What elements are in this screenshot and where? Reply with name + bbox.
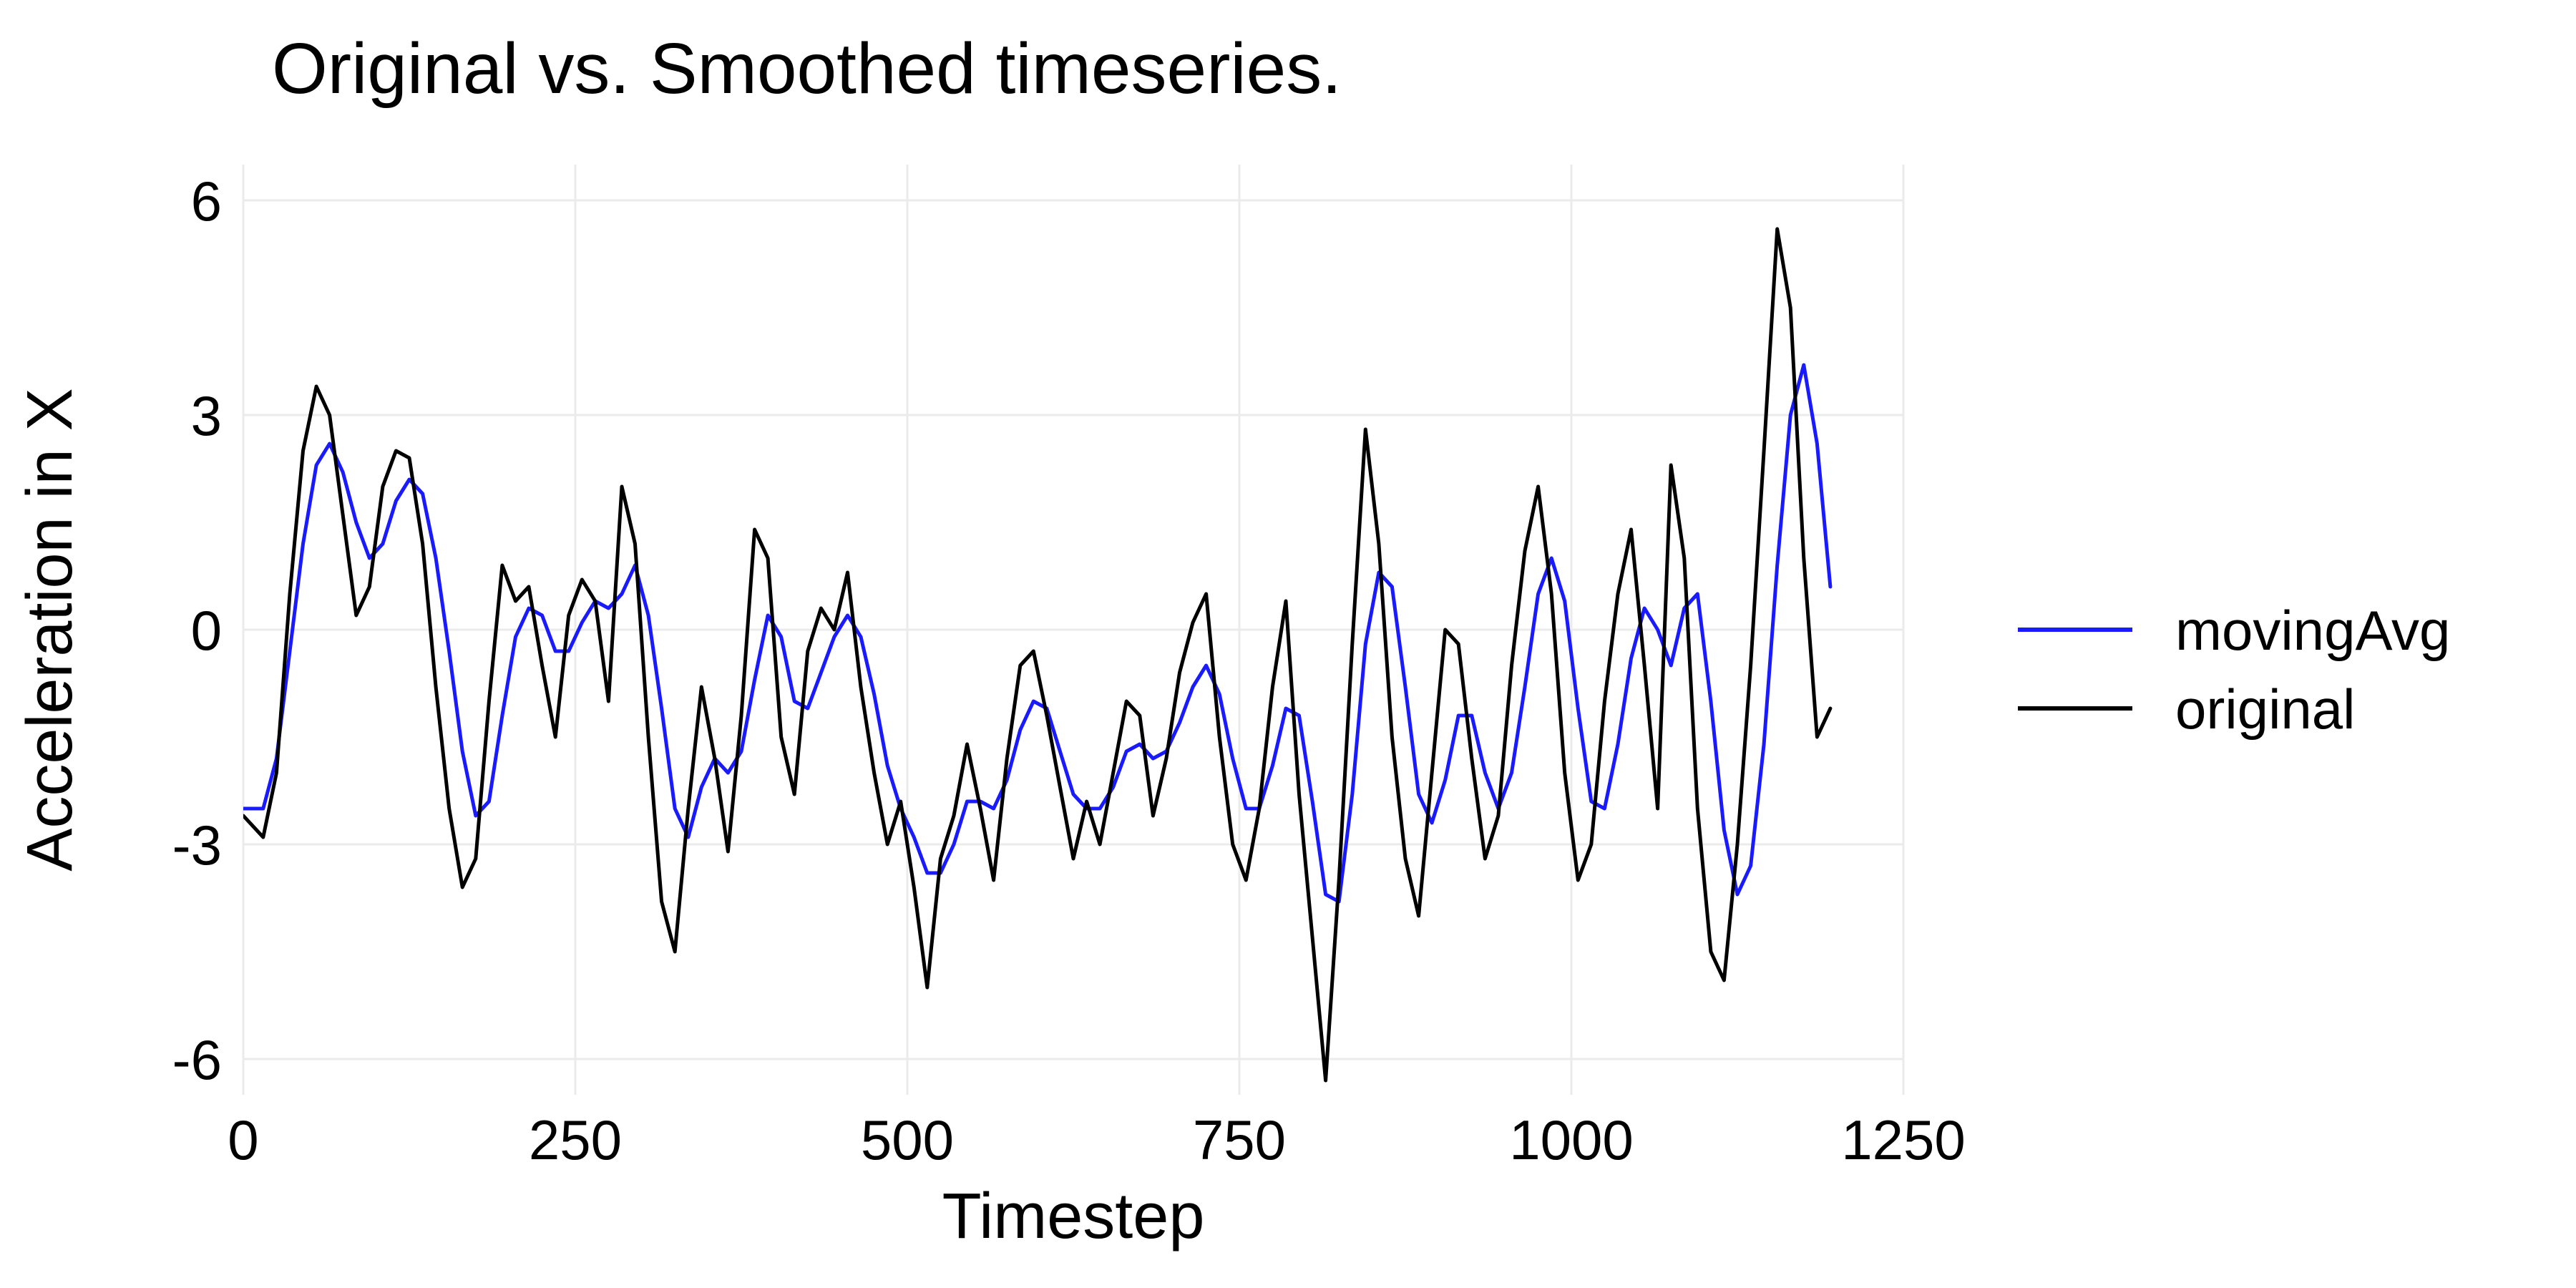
y-tick-label: 3 [191,384,222,447]
y-tick-label: 6 [191,170,222,233]
chart-title: Original vs. Smoothed timeseries. [272,29,1342,109]
x-tick-label: 250 [529,1108,622,1171]
x-tick-label: 750 [1193,1108,1286,1171]
y-tick-label: -3 [172,814,222,877]
timeseries-chart: 0 250 500 750 1000 1250 -6 -3 0 3 6 Timestep Acceler… [0,0,2576,1288]
legend-label-original: original [2175,678,2355,741]
x-axis-label: Timestep [942,1181,1205,1252]
x-tick-label: 1000 [1509,1108,1634,1171]
x-tick-label: 500 [861,1108,954,1171]
y-axis-label: Acceleration in X [14,388,86,871]
x-tick-label: 0 [228,1108,258,1171]
chart-svg: 0 250 500 750 1000 1250 -6 -3 0 3 6 Timestep Acceler… [0,0,2576,1288]
x-tick-label: 1250 [1841,1108,1966,1171]
y-tick-label: 0 [191,599,222,662]
y-tick-label: -6 [172,1028,222,1091]
legend-label-movingAvg: movingAvg [2175,599,2450,662]
